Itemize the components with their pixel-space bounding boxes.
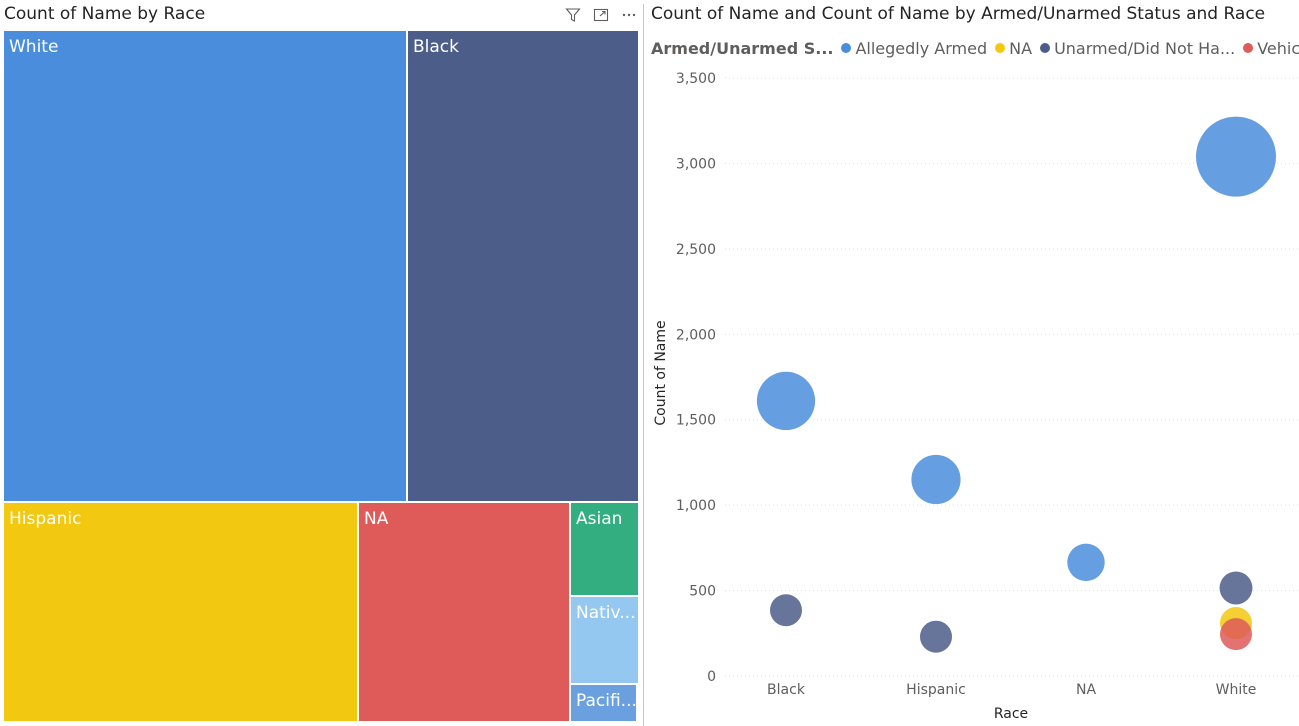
tile-label-na: NA	[364, 509, 389, 529]
y-tick-label: 1,500	[676, 413, 716, 429]
tile-label-pacific: Pacifi...	[576, 691, 637, 711]
scatter-visual[interactable]: Count of Name and Count of Name by Armed…	[645, 0, 1299, 726]
y-tick-label: 0	[707, 669, 716, 685]
x-tick-label: White	[1216, 682, 1257, 698]
x-tick-label: Hispanic	[906, 682, 966, 698]
legend-item-allegedly-armed[interactable]: Allegedly Armed	[841, 39, 987, 58]
x-axis-title: Race	[994, 706, 1028, 722]
treemap-title: Count of Name by Race	[4, 4, 206, 24]
tile-asian[interactable]: Asian	[570, 502, 639, 596]
tile-black[interactable]: Black	[407, 30, 639, 502]
x-tick-label: Black	[767, 682, 806, 698]
data-point[interactable]	[911, 454, 961, 505]
tile-label-native: Nativ...	[576, 603, 636, 623]
legend-label: Allegedly Armed	[855, 38, 988, 58]
data-point[interactable]	[1219, 571, 1253, 605]
legend-item-unarmed[interactable]: Unarmed/Did Not Ha...	[1040, 39, 1235, 58]
data-point[interactable]	[756, 371, 816, 431]
y-tick-label: 3,000	[676, 156, 716, 172]
legend-item-na[interactable]: NA	[995, 39, 1032, 58]
tile-white[interactable]: White	[3, 30, 407, 502]
data-point[interactable]	[1220, 618, 1252, 651]
scatter-plot[interactable]: 0 500 1,000 1,500 2,000 2,500 3,000 3,500 Black H…	[645, 60, 1299, 726]
filter-icon[interactable]	[562, 5, 584, 25]
legend-item-vehicle[interactable]: Vehicle	[1243, 39, 1299, 58]
y-tick-label: 1,000	[676, 498, 716, 514]
tile-na[interactable]: NA	[358, 502, 570, 722]
y-tick-label: 2,000	[676, 327, 716, 343]
legend-label: Unarmed/Did Not Ha...	[1054, 38, 1236, 58]
visual-header	[562, 5, 640, 25]
y-axis-title: Count of Name	[653, 320, 669, 425]
tile-label-black: Black	[413, 37, 459, 57]
tile-label-asian: Asian	[576, 509, 623, 529]
tile-native[interactable]: Nativ...	[570, 596, 639, 684]
treemap-visual[interactable]: Count of Name by Race White Black Hispan…	[0, 0, 641, 726]
y-tick-label: 3,500	[676, 71, 716, 87]
legend-dot-icon	[1243, 43, 1254, 53]
data-point[interactable]	[770, 594, 802, 627]
focus-mode-icon[interactable]	[590, 5, 612, 25]
legend: Armed/Unarmed S... Allegedly Armed NA Un…	[651, 37, 1299, 59]
legend-dot-icon	[1040, 43, 1051, 53]
tile-label-white: White	[9, 37, 59, 57]
legend-dot-icon	[841, 43, 852, 53]
x-tick-label: NA	[1076, 682, 1096, 698]
tile-label-hispanic: Hispanic	[9, 509, 82, 529]
scatter-title: Count of Name and Count of Name by Armed…	[651, 4, 1266, 24]
visual-divider	[643, 4, 644, 726]
tile-hispanic[interactable]: Hispanic	[3, 502, 358, 722]
data-point[interactable]	[1196, 116, 1276, 197]
data-point[interactable]	[1067, 543, 1105, 582]
treemap-area: White Black Hispanic NA Asian Nativ... P…	[3, 30, 639, 722]
y-tick-label: 500	[689, 584, 716, 600]
legend-label: Vehicle	[1257, 38, 1299, 58]
y-tick-label: 2,500	[676, 242, 716, 258]
tile-pacific[interactable]: Pacifi...	[570, 684, 637, 722]
legend-label: NA	[1009, 38, 1033, 58]
legend-title: Armed/Unarmed S...	[651, 38, 834, 58]
more-options-icon[interactable]	[618, 5, 640, 25]
data-point[interactable]	[920, 620, 952, 653]
legend-dot-icon	[995, 43, 1006, 53]
